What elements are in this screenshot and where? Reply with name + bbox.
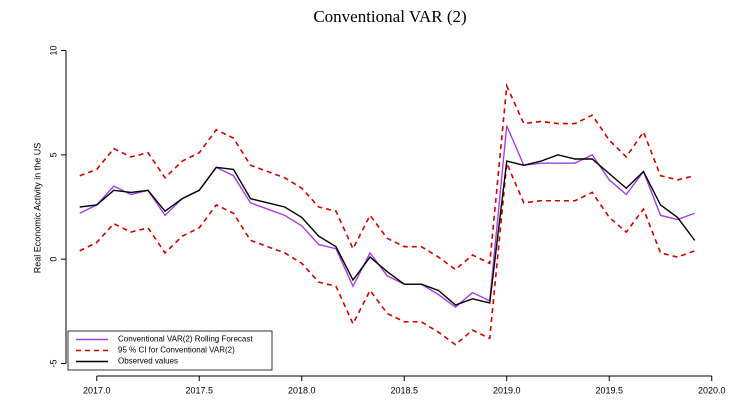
series-line [79, 162, 696, 346]
x-tick-label: 2018.5 [390, 385, 418, 395]
series-line [79, 125, 695, 309]
y-axis-label: Real Economic Activity in the US [32, 143, 42, 274]
y-tick-label: 5 [48, 152, 58, 157]
y-tick-label: -5 [48, 359, 58, 367]
x-tick-label: 2020.0 [698, 385, 726, 395]
legend-label: Conventional VAR(2) Rolling Forecast [118, 335, 253, 344]
chart-title: Conventional VAR (2) [313, 7, 466, 26]
x-tick-label: 2019.5 [595, 385, 623, 395]
legend-label: Observed values [118, 357, 178, 366]
x-tick-label: 2017.0 [83, 385, 111, 395]
series-line [79, 82, 695, 271]
x-tick-label: 2017.5 [185, 385, 213, 395]
y-tick-label: 10 [48, 46, 58, 56]
x-tick-label: 2018.0 [288, 385, 316, 395]
x-tick-label: 2019.0 [493, 385, 521, 395]
series-line [79, 154, 696, 306]
legend-box [67, 330, 273, 371]
legend-label: 95 % CI for Conventional VAR(2) [118, 346, 235, 355]
y-tick-label: 0 [48, 257, 58, 262]
